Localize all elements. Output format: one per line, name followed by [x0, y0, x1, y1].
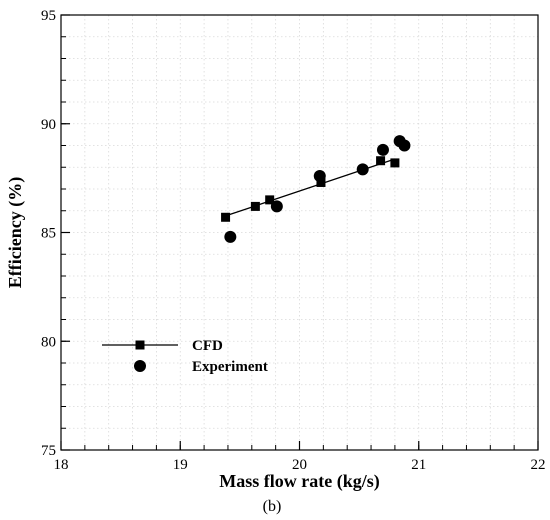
- y-axis-title: Efficiency (%): [5, 177, 26, 288]
- legend-cfd-marker: [135, 340, 145, 350]
- series-cfd-point: [265, 195, 275, 205]
- series-experiment-point: [313, 169, 326, 182]
- series-cfd-point: [316, 177, 326, 187]
- y-tick-label: 75: [41, 443, 56, 459]
- tick-labels: 18 19 20 21 22 75 80 85 90 95: [41, 8, 546, 473]
- x-tick-label: 18: [54, 457, 69, 473]
- y-tick-label: 95: [41, 8, 56, 24]
- y-tick-label: 90: [41, 117, 56, 133]
- series-cfd-point: [390, 158, 400, 168]
- y-tick-label: 85: [41, 226, 56, 242]
- legend: CFD Experiment: [102, 338, 268, 375]
- series-layer: [221, 135, 411, 243]
- panel-label: (b): [263, 498, 282, 515]
- grid-lines: [61, 15, 538, 450]
- series-experiment-point: [224, 230, 237, 243]
- minor-ticks: [61, 36, 515, 450]
- x-axis-title: Mass flow rate (kg/s): [219, 471, 379, 492]
- x-tick-label: 21: [411, 457, 426, 473]
- legend-experiment-label: Experiment: [192, 359, 268, 375]
- series-cfd-point: [221, 212, 231, 222]
- legend-cfd-label: CFD: [192, 338, 223, 354]
- x-tick-label: 22: [531, 457, 546, 473]
- y-tick-label: 80: [41, 334, 56, 350]
- series-experiment-point: [356, 163, 369, 176]
- series-experiment-point: [270, 200, 283, 213]
- legend-experiment-marker: [134, 360, 146, 372]
- series-experiment-point: [376, 143, 389, 156]
- major-ticks: [60, 14, 539, 451]
- x-tick-label: 20: [292, 457, 307, 473]
- series-cfd-point: [376, 156, 386, 166]
- series-cfd-point: [250, 201, 260, 211]
- series-experiment-point: [398, 139, 411, 152]
- x-tick-label: 19: [173, 457, 188, 473]
